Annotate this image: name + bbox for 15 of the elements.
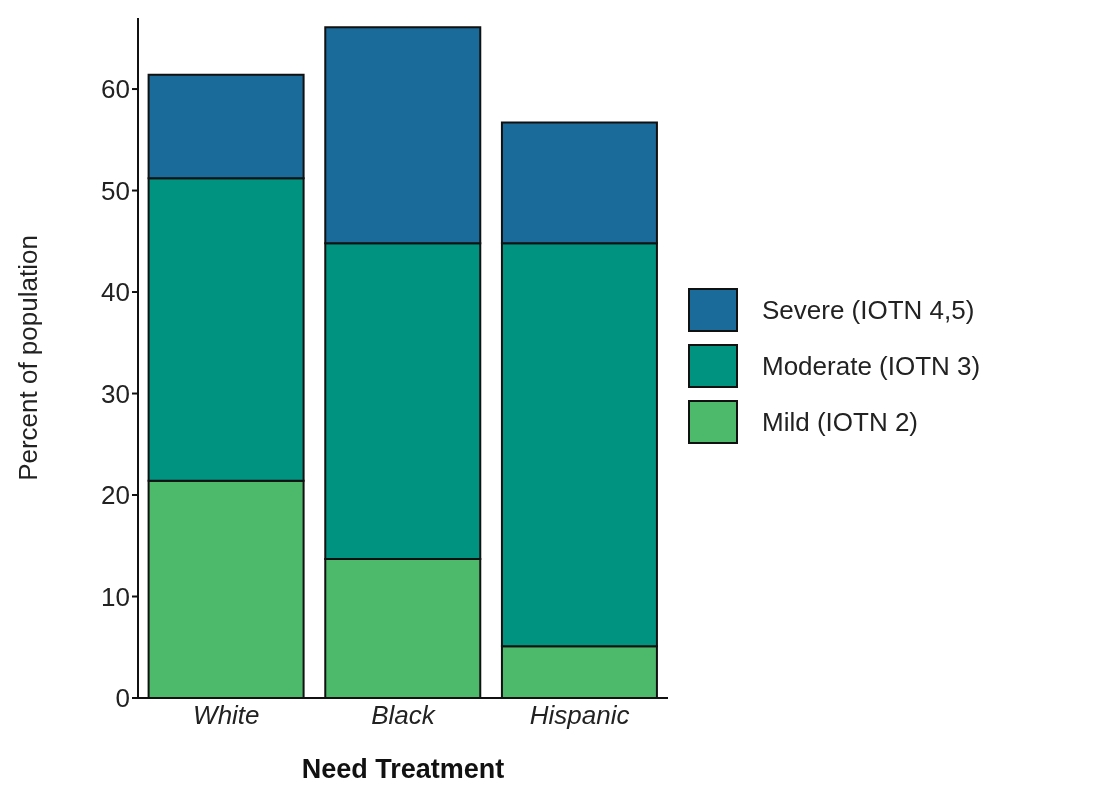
legend-label: Severe (IOTN 4,5) [762, 294, 975, 326]
y-tick-label: 30 [101, 378, 130, 409]
y-tick-label: 60 [101, 74, 130, 105]
y-axis-title: Percent of population [13, 235, 44, 481]
legend-label: Moderate (IOTN 3) [762, 350, 981, 382]
y-tick-label: 20 [101, 480, 130, 511]
y-tick-label: 10 [101, 581, 130, 612]
x-tick-label: Black [371, 700, 437, 731]
x-tick-label: White [193, 700, 260, 731]
y-tick-label: 0 [115, 683, 130, 714]
x-axis-title: Need Treatment [301, 754, 505, 784]
x-tick-label: Hispanic [529, 700, 630, 731]
legend-label: Mild (IOTN 2) [762, 406, 918, 438]
y-tick-label: 50 [101, 175, 130, 206]
y-tick-label: 40 [101, 277, 130, 308]
